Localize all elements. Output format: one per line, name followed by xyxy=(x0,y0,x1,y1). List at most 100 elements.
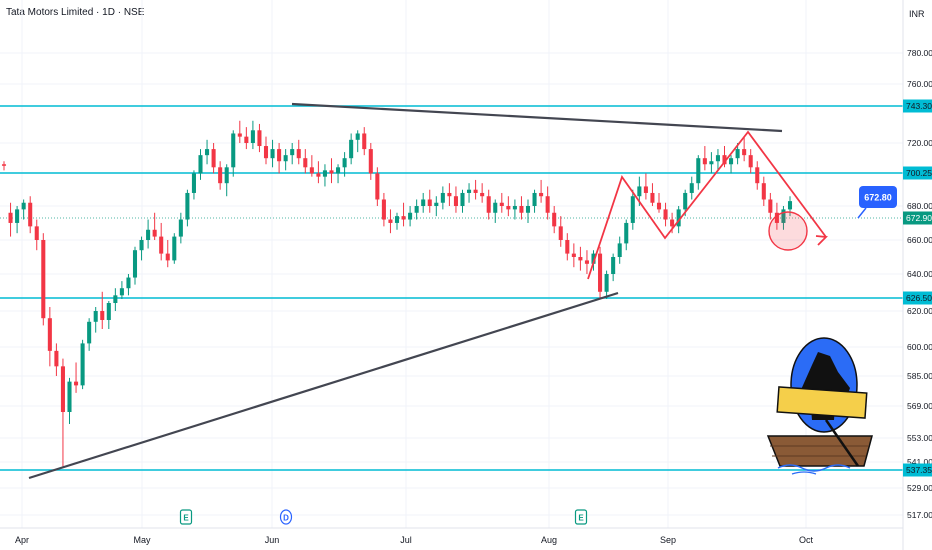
candle-body xyxy=(774,212,779,223)
candle xyxy=(41,233,46,326)
candle xyxy=(388,209,393,234)
candle-body xyxy=(146,229,151,240)
candle xyxy=(427,189,432,213)
candle-body xyxy=(8,212,13,223)
level-price-tag xyxy=(903,166,932,180)
candle xyxy=(499,192,504,213)
candle-body xyxy=(663,209,668,220)
candle xyxy=(702,146,707,171)
candle xyxy=(106,301,111,329)
candle-body xyxy=(735,149,740,159)
candle-body xyxy=(47,318,52,351)
candle-body xyxy=(309,167,314,174)
candle-body xyxy=(414,206,419,213)
candle xyxy=(768,192,773,220)
candle xyxy=(519,196,524,220)
candle xyxy=(244,127,249,150)
time-axis[interactable]: Apr May Jun Jul Aug Sep Oct E D E xyxy=(0,509,903,545)
candle-body xyxy=(87,321,92,344)
candle-body xyxy=(165,253,170,261)
candle xyxy=(748,149,753,174)
y-tick-label: 585.00 xyxy=(907,371,932,381)
candle xyxy=(447,183,452,206)
candle-body xyxy=(159,236,164,254)
candle xyxy=(624,219,629,251)
horizontal-levels xyxy=(0,105,903,471)
support-trendline xyxy=(28,291,619,480)
candles xyxy=(1,120,793,467)
candle xyxy=(650,183,655,206)
candle xyxy=(781,206,786,230)
candle-body xyxy=(132,250,138,278)
event-marker: E xyxy=(574,509,588,525)
candle-body xyxy=(336,167,341,174)
candle-body xyxy=(198,155,203,174)
event-marker-label: E xyxy=(578,514,584,523)
candle xyxy=(473,179,478,200)
candle-body xyxy=(270,149,275,159)
candle-body xyxy=(558,226,563,240)
candle-body xyxy=(591,253,596,264)
candle xyxy=(132,246,138,285)
candle-body xyxy=(571,253,576,257)
candle xyxy=(296,139,301,165)
candle xyxy=(375,167,380,206)
price-axis[interactable]: 780.00 760.00 720.00 680.00 660.00 640.00 620.… xyxy=(902,0,932,550)
candle-body xyxy=(715,155,720,162)
candle-body xyxy=(93,311,98,322)
candle xyxy=(689,176,694,200)
candle xyxy=(558,216,563,247)
candle xyxy=(172,233,177,264)
candle xyxy=(322,164,327,187)
candle-body xyxy=(467,189,472,193)
candle xyxy=(80,339,85,390)
candle xyxy=(408,206,413,227)
candle-body xyxy=(139,240,144,251)
candle xyxy=(729,155,734,174)
candle xyxy=(368,143,373,180)
candle xyxy=(67,377,72,424)
candle xyxy=(715,149,720,171)
y-tick-label: 660.00 xyxy=(907,235,932,245)
candle-body xyxy=(578,257,583,261)
y-tick-label: 553.00 xyxy=(907,433,932,443)
candle-body xyxy=(34,226,39,240)
event-marker: D xyxy=(279,509,293,525)
candle-body xyxy=(617,243,622,257)
candle xyxy=(355,130,360,153)
candle-body xyxy=(480,192,485,197)
candle xyxy=(113,288,118,311)
candle-body xyxy=(205,149,210,156)
candle-body xyxy=(362,133,367,150)
candle-body xyxy=(637,186,642,197)
candle-body xyxy=(322,170,327,177)
candle-body xyxy=(493,202,498,213)
candle xyxy=(303,149,308,174)
candle xyxy=(47,307,52,367)
candle-body xyxy=(244,136,249,143)
level-price-tag xyxy=(903,99,932,113)
grid xyxy=(0,0,903,528)
candle-body xyxy=(54,350,59,367)
level-price-tag xyxy=(903,291,932,305)
y-tick-label: 780.00 xyxy=(907,48,932,58)
rekt-boat-illustration xyxy=(766,337,873,475)
candle xyxy=(512,199,517,220)
candle-body xyxy=(598,253,603,292)
candle-body xyxy=(532,192,537,206)
candle-body xyxy=(80,343,85,386)
candle xyxy=(362,127,367,156)
candle xyxy=(74,362,79,393)
candle xyxy=(525,199,531,223)
highlight-circle xyxy=(768,211,808,251)
candle-body xyxy=(460,192,465,206)
y-tick-label: 680.00 xyxy=(907,201,932,211)
candle-body xyxy=(453,196,458,206)
candle xyxy=(15,206,20,234)
candle-body xyxy=(113,295,118,303)
candle xyxy=(34,219,39,251)
candle-body xyxy=(434,202,439,206)
candle-body xyxy=(584,260,589,264)
